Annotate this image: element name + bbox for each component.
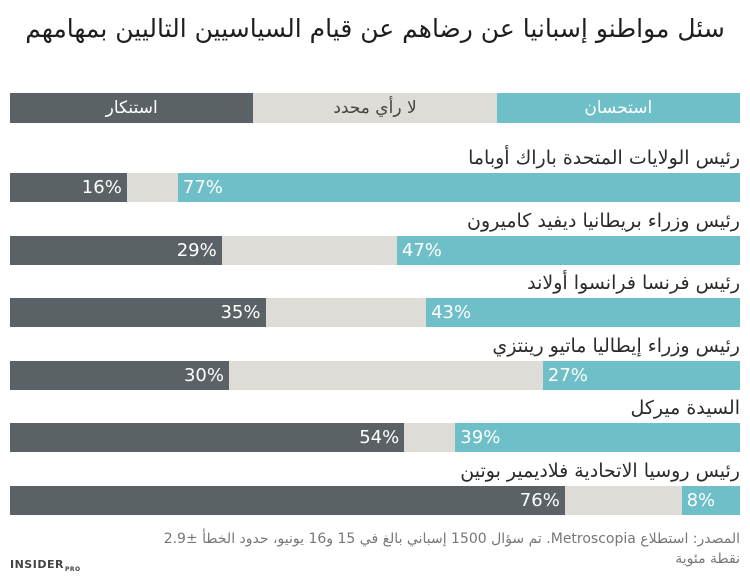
bar-approve xyxy=(396,235,740,265)
legend-no-opinion: لا رأي محدد xyxy=(253,93,497,123)
bar-no-opinion xyxy=(221,235,397,265)
value-label-approve: 27% xyxy=(547,364,588,386)
bar-row: 16% 77% xyxy=(10,173,740,202)
chart-title: سئل مواطنو إسبانيا عن رضاهم عن قيام السي… xyxy=(25,14,725,43)
bar-approve xyxy=(426,298,740,328)
bar-disapprove xyxy=(10,486,565,515)
bar-approve xyxy=(455,423,740,453)
source-note: المصدر: استطلاع Metroscopia. تم سؤال 150… xyxy=(163,531,740,567)
category-label: رئيس وزراء بريطانيا ديفيد كاميرون xyxy=(467,209,740,232)
bar-disapprove xyxy=(10,235,222,265)
value-label-approve: 47% xyxy=(401,239,442,261)
value-label-approve: 39% xyxy=(460,427,501,449)
bar-approve xyxy=(177,173,740,202)
value-label-disapprove: 76% xyxy=(519,490,560,511)
value-label-approve: 77% xyxy=(182,177,223,198)
category-label: رئيس وزراء إيطاليا ماتيو رينتزي xyxy=(492,334,740,357)
value-label-approve: 8% xyxy=(686,490,716,511)
bar-disapprove xyxy=(10,298,266,328)
bar-no-opinion xyxy=(404,423,456,453)
bar-approve xyxy=(542,360,740,390)
legend: استنكار لا رأي محدد استحسان xyxy=(10,93,740,123)
brand-name: INSIDER xyxy=(10,558,64,571)
value-label-disapprove: 54% xyxy=(359,427,400,449)
bar-row: 30% 27% xyxy=(10,360,740,390)
category-label: رئيس فرنسا فرانسوا أولاند xyxy=(527,272,740,295)
bar-no-opinion xyxy=(229,360,543,390)
bar-disapprove xyxy=(10,173,127,202)
brand-logo: INSIDERPRO xyxy=(10,558,81,574)
bar-disapprove xyxy=(10,423,405,453)
bar-row: 29% 47% xyxy=(10,235,740,265)
category-label: رئيس روسيا الاتحادية فلاديمير بوتين xyxy=(460,460,740,482)
value-label-disapprove: 29% xyxy=(176,239,217,261)
bar-row: 76% 8% xyxy=(10,486,740,515)
category-label: السيدة ميركل xyxy=(630,397,740,420)
value-label-disapprove: 30% xyxy=(183,364,224,386)
bar-no-opinion xyxy=(126,173,178,202)
legend-disapprove: استنكار xyxy=(10,93,254,123)
bar-row: 35% 43% xyxy=(10,298,740,328)
value-label-disapprove: 35% xyxy=(220,302,261,324)
bar-approve xyxy=(681,486,740,515)
bar-row: 54% 39% xyxy=(10,423,740,453)
bar-disapprove xyxy=(10,360,229,390)
bar-no-opinion xyxy=(564,486,682,515)
category-label: رئيس الولايات المتحدة باراك أوباما xyxy=(468,147,740,169)
value-label-disapprove: 16% xyxy=(81,177,122,198)
brand-suffix: PRO xyxy=(64,566,81,574)
bar-no-opinion xyxy=(265,298,427,328)
legend-approve: استحسان xyxy=(496,93,740,123)
value-label-approve: 43% xyxy=(431,302,472,324)
